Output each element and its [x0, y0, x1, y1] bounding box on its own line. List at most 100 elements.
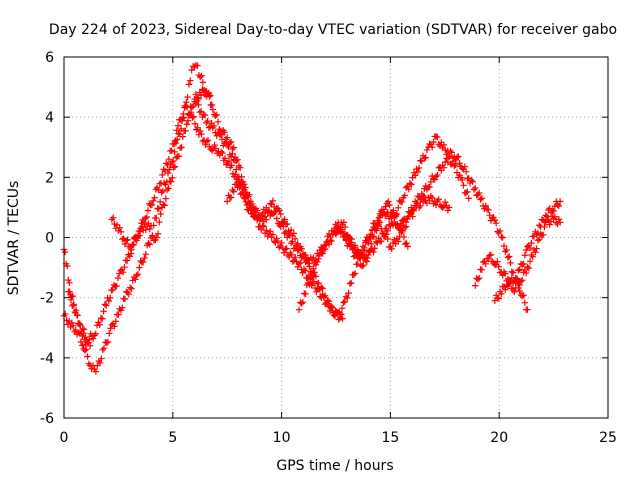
data-point	[426, 183, 433, 191]
data-point	[428, 143, 436, 151]
data-point	[312, 273, 320, 280]
y-tick-label: -6	[40, 411, 54, 427]
data-point	[302, 267, 309, 274]
data-point	[504, 254, 512, 261]
data-point	[68, 319, 76, 327]
data-point	[157, 180, 165, 187]
data-point	[515, 267, 522, 274]
data-point	[499, 234, 506, 241]
data-point	[306, 281, 313, 288]
series-layer	[60, 61, 564, 375]
data-point	[455, 153, 462, 160]
data-point	[361, 244, 368, 252]
data-point	[191, 63, 198, 70]
data-point	[166, 166, 173, 173]
data-point	[439, 204, 446, 211]
data-point	[345, 289, 352, 297]
data-point	[528, 239, 535, 247]
x-axis-label: GPS time / hours	[276, 458, 393, 474]
data-point	[159, 187, 166, 195]
data-point	[187, 77, 194, 84]
data-point	[204, 137, 212, 144]
data-point	[496, 227, 504, 235]
data-point	[273, 215, 281, 222]
data-point	[123, 257, 131, 264]
data-point	[273, 235, 280, 242]
data-point	[556, 219, 564, 226]
data-point	[109, 286, 116, 294]
data-point	[485, 206, 492, 214]
data-point	[494, 258, 501, 265]
x-tick-label: 0	[60, 430, 69, 446]
data-point	[395, 238, 402, 245]
data-point	[516, 266, 523, 273]
data-point	[400, 233, 408, 241]
data-point	[550, 207, 557, 215]
data-point	[399, 227, 406, 235]
data-point	[379, 209, 387, 216]
data-point	[155, 186, 162, 194]
data-point	[370, 233, 378, 241]
data-point	[257, 215, 265, 223]
data-point	[405, 185, 412, 193]
data-point	[146, 241, 153, 248]
data-point	[146, 225, 153, 233]
data-point	[168, 158, 176, 166]
data-point	[183, 121, 190, 128]
data-point	[378, 225, 385, 232]
data-point	[271, 209, 278, 217]
data-point	[175, 130, 182, 137]
data-point	[337, 311, 344, 318]
data-point	[339, 315, 346, 322]
data-point	[524, 306, 531, 313]
data-point	[509, 269, 517, 276]
x-tick-label: 20	[490, 430, 508, 446]
data-point	[417, 202, 424, 210]
data-point	[385, 198, 392, 205]
data-point	[465, 195, 472, 202]
data-point	[516, 287, 523, 295]
data-point	[350, 271, 358, 278]
data-point	[163, 186, 171, 194]
data-point	[142, 251, 150, 258]
data-point	[263, 216, 270, 223]
data-point	[314, 258, 321, 265]
data-point	[308, 273, 316, 281]
data-point	[170, 140, 178, 148]
data-point	[342, 293, 350, 300]
data-point	[321, 241, 329, 249]
data-point	[168, 147, 175, 154]
data-point	[295, 306, 303, 313]
data-point	[328, 237, 335, 245]
data-point	[498, 290, 505, 298]
data-point	[445, 204, 453, 211]
data-point	[237, 164, 244, 171]
data-point	[144, 207, 152, 214]
data-point	[522, 269, 530, 277]
data-point	[89, 335, 97, 342]
data-point	[502, 270, 509, 277]
data-point	[201, 111, 209, 119]
data-point	[312, 261, 320, 269]
data-point	[203, 138, 210, 145]
data-point	[534, 237, 542, 244]
data-point	[507, 278, 514, 286]
data-point	[123, 237, 130, 244]
data-point	[126, 284, 134, 291]
data-point	[520, 260, 527, 268]
data-point	[150, 237, 158, 244]
data-point	[435, 196, 442, 203]
data-point	[151, 194, 158, 201]
data-point	[99, 315, 106, 322]
data-point	[517, 278, 525, 285]
data-point	[119, 304, 126, 311]
data-point	[265, 206, 273, 214]
data-point	[186, 110, 193, 117]
data-point	[136, 264, 143, 271]
data-point	[453, 154, 461, 161]
data-point	[469, 178, 476, 185]
data-point	[381, 210, 388, 217]
data-point	[520, 292, 527, 299]
data-point	[349, 243, 357, 251]
data-point	[81, 347, 89, 354]
